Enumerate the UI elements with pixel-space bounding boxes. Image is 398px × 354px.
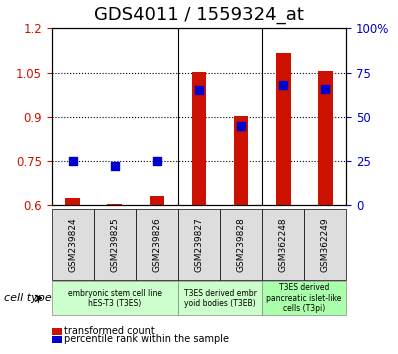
Text: GSM239828: GSM239828 xyxy=(236,217,246,272)
Text: T3ES derived embr
yoid bodies (T3EB): T3ES derived embr yoid bodies (T3EB) xyxy=(183,289,256,308)
Text: GSM239826: GSM239826 xyxy=(152,217,162,272)
Point xyxy=(196,87,202,93)
Text: cell type: cell type xyxy=(4,293,52,303)
Text: GSM362248: GSM362248 xyxy=(279,217,288,272)
Text: GSM239825: GSM239825 xyxy=(110,217,119,272)
Text: GSM362249: GSM362249 xyxy=(321,217,330,272)
Text: percentile rank within the sample: percentile rank within the sample xyxy=(64,335,230,344)
Point xyxy=(112,164,118,169)
Bar xyxy=(234,116,248,205)
Point xyxy=(322,86,328,91)
Point xyxy=(238,123,244,129)
Point xyxy=(280,82,286,88)
Text: GSM239827: GSM239827 xyxy=(195,217,203,272)
Bar xyxy=(276,53,291,205)
Text: T3ES derived
pancreatic islet-like
cells (T3pi): T3ES derived pancreatic islet-like cells… xyxy=(267,283,342,313)
Text: GSM239824: GSM239824 xyxy=(68,217,77,272)
Bar xyxy=(192,72,206,205)
Point xyxy=(154,158,160,164)
Bar xyxy=(318,70,333,205)
Text: transformed count: transformed count xyxy=(64,326,155,336)
Text: embryonic stem cell line
hES-T3 (T3ES): embryonic stem cell line hES-T3 (T3ES) xyxy=(68,289,162,308)
Title: GDS4011 / 1559324_at: GDS4011 / 1559324_at xyxy=(94,6,304,24)
Point xyxy=(70,158,76,164)
Bar xyxy=(65,198,80,205)
Bar xyxy=(107,204,122,205)
Bar xyxy=(150,195,164,205)
